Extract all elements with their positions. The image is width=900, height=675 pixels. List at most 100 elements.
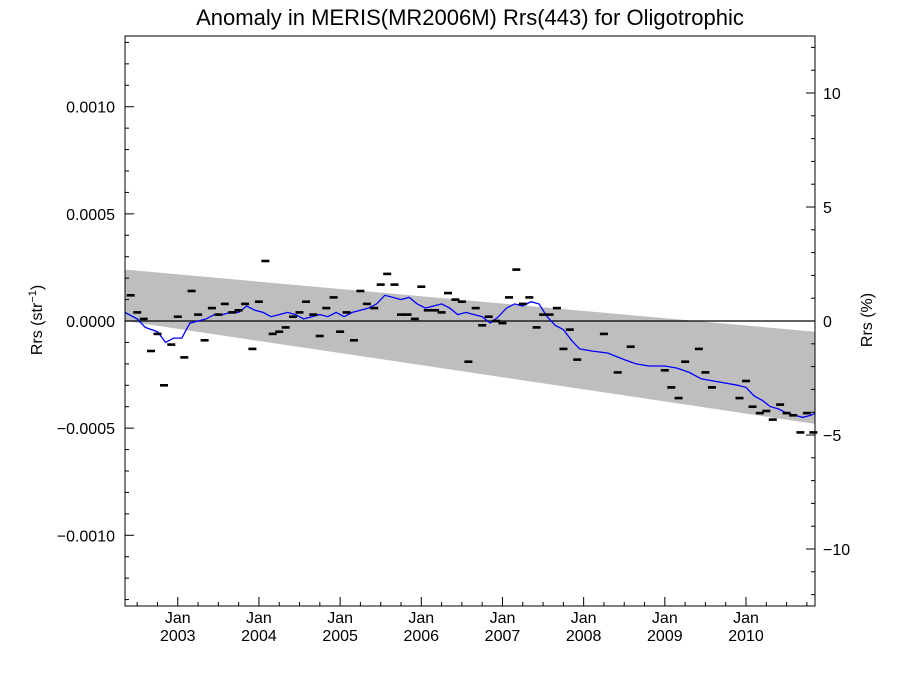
data-point xyxy=(478,324,487,327)
data-point xyxy=(573,358,582,361)
x-tick-month-label: Jan xyxy=(165,610,191,627)
data-point xyxy=(362,302,371,306)
data-point xyxy=(748,405,757,408)
data-point xyxy=(599,332,608,336)
data-points-layer xyxy=(126,259,818,434)
data-point xyxy=(187,289,196,293)
data-point xyxy=(742,379,750,383)
data-point xyxy=(329,296,338,299)
data-point xyxy=(356,289,365,293)
data-point xyxy=(194,313,203,316)
data-point xyxy=(383,272,392,276)
data-point xyxy=(681,360,690,363)
data-point xyxy=(660,369,669,372)
x-tick-month-label: Jan xyxy=(408,610,434,627)
data-point xyxy=(707,386,716,389)
y-left-tick-label: 0.0000 xyxy=(66,314,115,331)
y-axis-right-ticks: 10 5 0 −5 −10 xyxy=(806,46,850,596)
data-point xyxy=(565,328,574,331)
data-point xyxy=(776,403,785,406)
x-tick-year-label: 2006 xyxy=(403,628,439,645)
data-point xyxy=(133,311,142,314)
x-axis-ticks: Jan2003Jan2004Jan2005Jan2006Jan2007Jan20… xyxy=(136,597,808,645)
y-right-tick-label: 5 xyxy=(823,200,832,217)
data-point xyxy=(220,302,229,306)
data-point xyxy=(539,313,548,316)
data-point xyxy=(241,302,250,306)
data-point xyxy=(559,347,568,351)
data-point xyxy=(423,309,432,312)
data-point xyxy=(349,339,358,342)
data-point xyxy=(457,300,466,303)
y-axis-left-label-main: Rrs (str xyxy=(29,302,46,355)
data-point xyxy=(701,371,710,374)
running-mean-line xyxy=(124,294,816,419)
data-point xyxy=(126,294,135,297)
data-point xyxy=(309,313,318,316)
data-point xyxy=(234,309,243,312)
data-point xyxy=(397,313,405,316)
y-right-tick-label: 10 xyxy=(823,86,841,103)
data-point xyxy=(431,309,440,312)
data-point xyxy=(167,343,176,346)
data-point xyxy=(512,268,521,271)
data-point xyxy=(552,306,561,310)
data-point xyxy=(289,315,297,318)
data-point xyxy=(139,317,148,321)
data-point xyxy=(403,313,412,316)
data-point xyxy=(796,431,805,434)
data-point xyxy=(281,326,290,329)
y-axis-left-label-superscript: −1 xyxy=(27,290,39,303)
y-right-tick-label: −5 xyxy=(823,428,841,445)
data-point xyxy=(437,311,446,314)
uncertainty-band xyxy=(125,269,815,424)
data-point xyxy=(370,306,379,310)
y-axis-left-label: Rrs (str−1) xyxy=(27,285,46,355)
data-point xyxy=(694,347,703,351)
data-point xyxy=(626,345,635,348)
data-point xyxy=(674,396,683,400)
y-left-tick-label: −0.0010 xyxy=(57,528,115,545)
data-point xyxy=(444,291,453,295)
x-tick-year-label: 2010 xyxy=(728,628,764,645)
x-tick-year-label: 2003 xyxy=(160,628,196,645)
data-point xyxy=(160,384,168,387)
x-tick-month-label: Jan xyxy=(490,610,516,627)
data-point xyxy=(173,315,182,318)
data-point xyxy=(525,296,534,299)
data-point xyxy=(802,411,811,415)
x-tick-year-label: 2009 xyxy=(647,628,683,645)
data-point xyxy=(464,360,473,363)
data-point xyxy=(207,306,216,310)
data-point xyxy=(498,321,507,325)
x-tick-month-label: Jan xyxy=(571,610,597,627)
data-point xyxy=(484,315,493,318)
data-point xyxy=(248,347,257,351)
data-point xyxy=(153,332,162,336)
running-mean-layer xyxy=(124,294,816,419)
chart-title: Anomaly in MERIS(MR2006M) Rrs(443) for O… xyxy=(196,5,744,30)
x-tick-month-label: Jan xyxy=(246,610,272,627)
x-tick-month-label: Jan xyxy=(652,610,678,627)
data-point xyxy=(268,332,277,336)
y-right-tick-label: −10 xyxy=(823,542,850,559)
data-point xyxy=(261,259,270,263)
data-point xyxy=(518,302,527,306)
y-axis-left-label-close: ) xyxy=(29,285,46,290)
data-point xyxy=(451,298,460,301)
data-point xyxy=(410,317,419,321)
x-tick-year-label: 2007 xyxy=(485,628,521,645)
data-point xyxy=(755,411,764,415)
data-point xyxy=(275,330,284,333)
data-point xyxy=(200,339,209,342)
data-point xyxy=(762,409,771,413)
data-point xyxy=(315,334,324,338)
data-point xyxy=(735,396,744,400)
data-point xyxy=(667,386,676,389)
data-point xyxy=(768,418,777,421)
data-point xyxy=(228,311,237,314)
data-point xyxy=(613,371,622,374)
y-right-tick-label: 0 xyxy=(823,314,832,331)
y-left-tick-label: 0.0005 xyxy=(66,207,115,224)
